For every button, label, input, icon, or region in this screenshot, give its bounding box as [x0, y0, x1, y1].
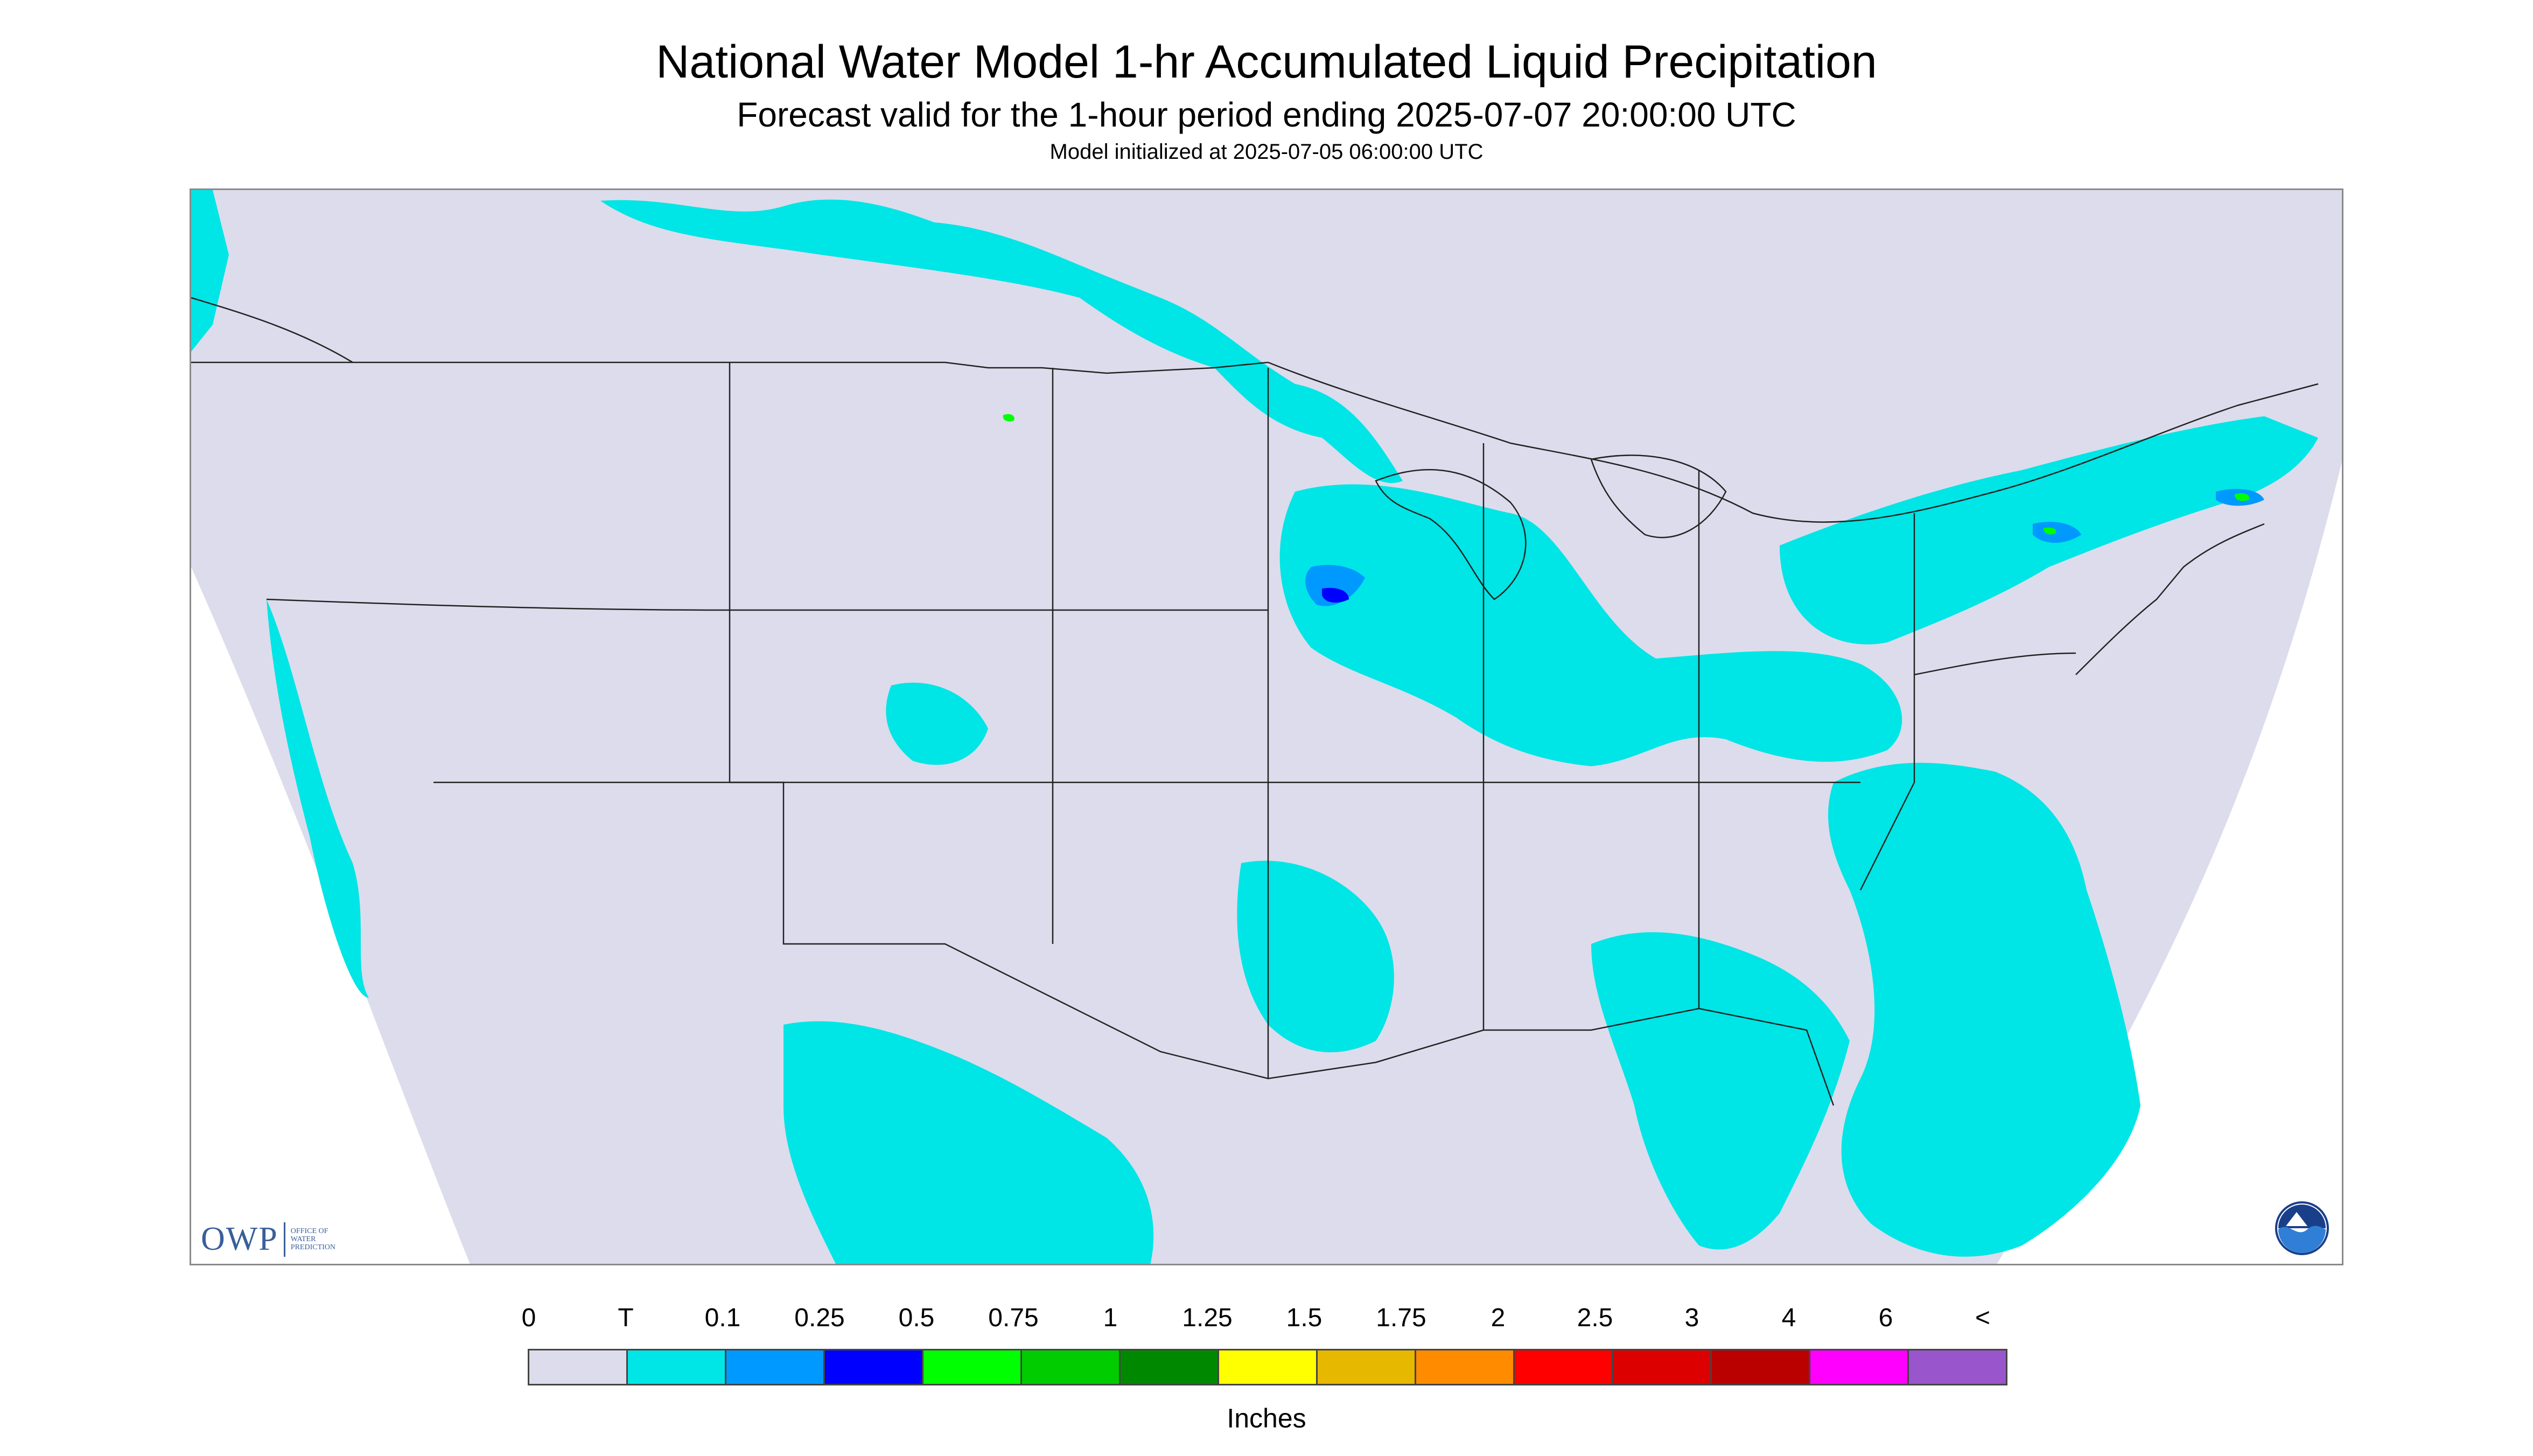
owp-logo-mark: OWP: [201, 1221, 278, 1257]
legend-tick-1: T: [618, 1304, 634, 1332]
legend-swatch-3: [825, 1350, 923, 1384]
precip-moderate-areas: [1305, 489, 2264, 606]
precip-area-sd-green: [1003, 414, 1014, 422]
legend-swatch-2: [726, 1350, 825, 1384]
legend-tick-labels: 0 T 0.1 0.25 0.5 0.75 1 1.25 1.5 1.75 2 2.5 3 4 6 <: [522, 1303, 2007, 1335]
color-legend: 0 T 0.1 0.25 0.5 0.75 1 1.25 1.5 1.75 2 2.5 3 4 6 <: [522, 1303, 2007, 1385]
legend-tick-3: 0.25: [794, 1304, 845, 1332]
legend-tick-14: 6: [1878, 1304, 1893, 1332]
legend-tick-10: 2: [1491, 1304, 1506, 1332]
legend-swatch-0: [529, 1350, 628, 1384]
legend-swatch-12: [1712, 1350, 1810, 1384]
legend-swatch-10: [1515, 1350, 1613, 1384]
precip-area-ny-moderate: [2033, 522, 2081, 543]
owp-logo: OWP OFFICE OF WATER PREDICTION: [201, 1220, 335, 1258]
legend-tick-2: 0.1: [704, 1304, 741, 1332]
precip-area-maine-green: [2235, 493, 2250, 501]
legend-tick-5: 0.75: [988, 1304, 1039, 1332]
legend-tick-9: 1.75: [1376, 1304, 1426, 1332]
owp-logo-line-3: PREDICTION: [290, 1243, 336, 1251]
precip-area-gulf-coast: [1591, 932, 1850, 1250]
legend-tick-8: 1.5: [1286, 1304, 1323, 1332]
model-init-text: Model initialized at 2025-07-05 06:00:00…: [1049, 140, 1484, 164]
state-boundaries: [191, 297, 2319, 1106]
legend-tick-7: 1.25: [1182, 1304, 1233, 1332]
precip-area-pacific-nw: [191, 190, 229, 352]
legend-swatch-8: [1318, 1350, 1416, 1384]
precip-area-west-coast: [267, 599, 369, 998]
legend-tick-0: 0: [521, 1304, 536, 1332]
legend-swatch-11: [1613, 1350, 1712, 1384]
legend-swatch-7: [1219, 1350, 1318, 1384]
legend-tick-15: <: [1975, 1304, 1991, 1332]
legend-swatch-6: [1121, 1350, 1219, 1384]
legend-swatch-13: [1810, 1350, 1909, 1384]
precip-area-canada-prairies: [600, 199, 1403, 483]
precip-area-gulf: [1237, 860, 1394, 1053]
precip-green-areas: [1003, 414, 2250, 535]
noaa-logo-icon: [2275, 1201, 2329, 1255]
precip-area-iowa-moderate: [1305, 565, 1365, 606]
legend-tick-11: 2.5: [1577, 1304, 1613, 1332]
precip-area-midwest: [1279, 484, 1902, 766]
legend-swatch-4: [923, 1350, 1022, 1384]
precip-area-iowa-heavy: [1322, 587, 1349, 603]
legend-units: Inches: [1227, 1403, 1306, 1433]
legend-swatch-5: [1022, 1350, 1121, 1384]
precip-area-mexico: [783, 1021, 1154, 1264]
legend-tick-6: 1: [1103, 1304, 1118, 1332]
legend-tick-4: 0.5: [898, 1304, 935, 1332]
owp-logo-line-1: OFFICE OF: [290, 1227, 328, 1235]
legend-tick-13: 4: [1781, 1304, 1796, 1332]
owp-logo-text: OFFICE OF WATER PREDICTION: [291, 1227, 335, 1251]
legend-color-bar: [528, 1349, 2007, 1385]
legend-swatch-1: [628, 1350, 726, 1384]
precip-heavy-areas: [1322, 587, 1349, 603]
precip-area-ny-green: [2044, 527, 2056, 535]
legend-swatch-14: [1909, 1350, 2006, 1384]
owp-logo-line-2: WATER: [290, 1235, 316, 1243]
precip-area-southeast: [1828, 762, 2140, 1257]
legend-tick-12: 3: [1684, 1304, 1699, 1332]
owp-logo-divider: [283, 1222, 285, 1257]
map-subtitle: Forecast valid for the 1-hour period end…: [737, 95, 1796, 134]
precip-area-rockies: [886, 682, 988, 765]
precipitation-map: OWP OFFICE OF WATER PREDICTION: [190, 188, 2343, 1265]
precip-light-areas: [191, 190, 2318, 1264]
map-canvas: [191, 190, 2342, 1264]
legend-swatch-9: [1416, 1350, 1515, 1384]
map-title: National Water Model 1-hr Accumulated Li…: [656, 36, 1877, 88]
